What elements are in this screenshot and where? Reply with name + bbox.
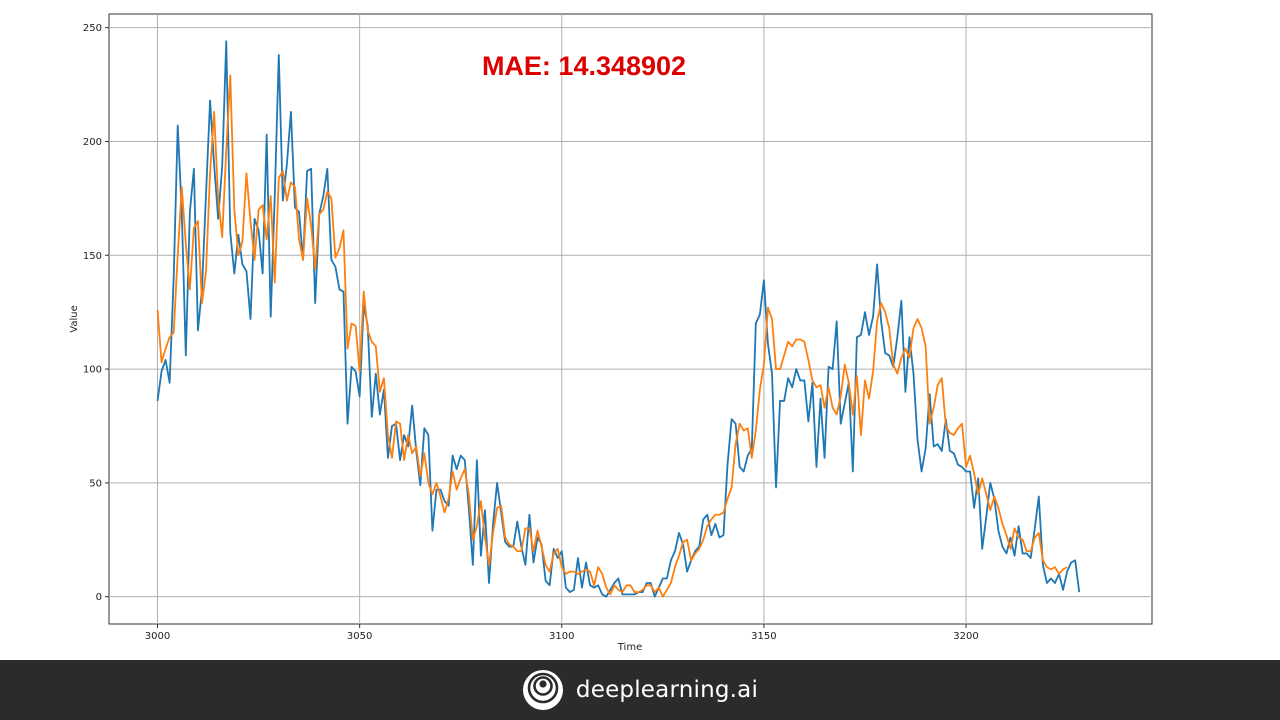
plot-frame [108,13,1153,625]
series-line-1 [156,74,1068,598]
y-tick-label: 250 [83,23,102,34]
footer-bar: deeplearning.ai [0,660,1280,720]
y-tick-label: 150 [83,251,102,262]
y-tick-label: 200 [83,137,102,148]
x-tick-label: 3000 [145,631,170,642]
y-tick-label: 100 [83,365,102,376]
mae-annotation: MAE: 14.348902 [482,51,686,81]
y-axis-label: Value [69,305,80,332]
line-chart: 3000 3050 3100 3150 3200 0 50 100 150 200 250 Time… [69,13,1153,653]
x-tick-label: 3150 [751,631,776,642]
x-tick-label: 3100 [549,631,574,642]
series-layer [156,40,1081,598]
y-tick-label: 50 [89,478,102,489]
y-tick-label: 0 [96,592,102,603]
tick-labels: 3000 3050 3100 3150 3200 0 50 100 150 200 250 [83,23,979,642]
brand-name: deeplearning.ai [575,677,759,703]
grid [109,14,1152,624]
x-axis-label: Time [617,642,642,653]
deeplearning-logo-icon [522,670,563,710]
series-line-0 [156,40,1081,598]
chart-area: 3000 3050 3100 3150 3200 0 50 100 150 200 250 Time… [69,13,1153,653]
x-tick-label: 3200 [953,631,978,642]
x-tick-label: 3050 [347,631,372,642]
